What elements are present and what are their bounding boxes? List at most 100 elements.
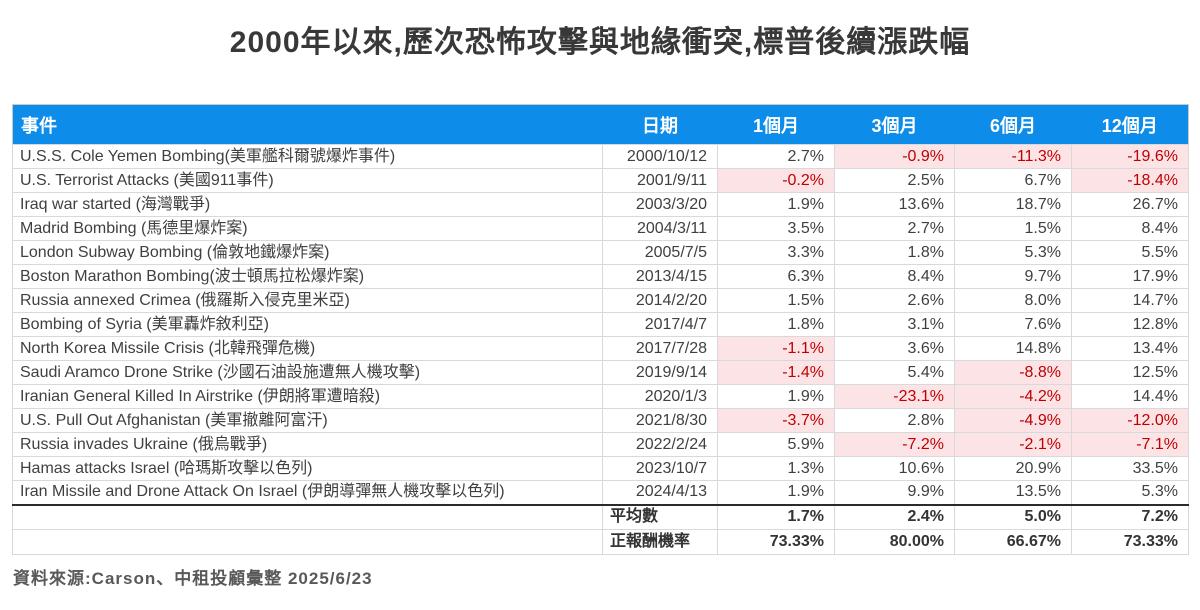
date-cell: 2020/1/3 (602, 384, 718, 409)
return-cell: 33.5% (1071, 456, 1189, 481)
event-cell: Iranian General Killed In Airstrike (伊朗將… (12, 384, 603, 409)
return-cell: 6.3% (717, 264, 835, 289)
return-cell: 5.3% (954, 240, 1072, 265)
column-header-1month: 1個月 (717, 104, 835, 145)
event-cell: U.S. Terrorist Attacks (美國911事件) (12, 168, 603, 193)
table-row: Boston Marathon Bombing(波士頓馬拉松爆炸案) 2013/4… (12, 264, 1189, 289)
event-cell: U.S. Pull Out Afghanistan (美軍撤離阿富汗) (12, 408, 603, 433)
event-cell: Iran Missile and Drone Attack On Israel … (12, 480, 603, 505)
return-cell: 6.7% (954, 168, 1072, 193)
summary-value-cell: 7.2% (1071, 503, 1189, 530)
table-row: Iranian General Killed In Airstrike (伊朗將… (12, 384, 1189, 409)
summary-value-cell: 1.7% (717, 503, 835, 530)
event-cell: Boston Marathon Bombing(波士頓馬拉松爆炸案) (12, 264, 603, 289)
table-row: U.S. Terrorist Attacks (美國911事件) 2001/9/1… (12, 168, 1189, 193)
return-cell: 3.3% (717, 240, 835, 265)
summary-empty-cell (12, 503, 603, 530)
event-cell: Russia invades Ukraine (俄烏戰爭) (12, 432, 603, 457)
date-cell: 2024/4/13 (602, 480, 718, 505)
return-cell: 2.6% (834, 288, 955, 313)
return-cell: 13.4% (1071, 336, 1189, 361)
return-cell: 9.7% (954, 264, 1072, 289)
return-cell: 5.5% (1071, 240, 1189, 265)
return-cell: 5.9% (717, 432, 835, 457)
summary-label-cell: 平均數 (602, 503, 718, 530)
return-cell: 10.6% (834, 456, 955, 481)
table-row: Iraq war started (海灣戰爭) 2003/3/20 1.9% 13.6… (12, 192, 1189, 217)
returns-table-container: 事件 日期 1個月 3個月 6個月 12個月 U.S.S. Cole Yemen… (12, 104, 1189, 555)
return-cell: -1.4% (717, 360, 835, 385)
table-row: Russia invades Ukraine (俄烏戰爭) 2022/2/24 5.… (12, 432, 1189, 457)
return-cell: -0.9% (834, 144, 955, 169)
return-cell: 2.5% (834, 168, 955, 193)
return-cell: -23.1% (834, 384, 955, 409)
date-cell: 2013/4/15 (602, 264, 718, 289)
summary-value-cell: 73.33% (717, 529, 835, 555)
return-cell: 8.0% (954, 288, 1072, 313)
return-cell: -7.2% (834, 432, 955, 457)
event-cell: Iraq war started (海灣戰爭) (12, 192, 603, 217)
return-cell: 1.5% (954, 216, 1072, 241)
event-cell: Madrid Bombing (馬德里爆炸案) (12, 216, 603, 241)
return-cell: 20.9% (954, 456, 1072, 481)
returns-table: 事件 日期 1個月 3個月 6個月 12個月 U.S.S. Cole Yemen… (12, 104, 1189, 555)
event-cell: U.S.S. Cole Yemen Bombing(美軍艦科爾號爆炸事件) (12, 144, 603, 169)
return-cell: -4.9% (954, 408, 1072, 433)
return-cell: 1.9% (717, 480, 835, 505)
date-cell: 2000/10/12 (602, 144, 718, 169)
page-title: 2000年以來,歷次恐怖攻擊與地緣衝突,標普後續漲跌幅 (229, 26, 971, 59)
column-header-12month: 12個月 (1071, 104, 1189, 145)
date-cell: 2017/4/7 (602, 312, 718, 337)
return-cell: -12.0% (1071, 408, 1189, 433)
return-cell: 5.3% (1071, 480, 1189, 505)
return-cell: 12.5% (1071, 360, 1189, 385)
date-cell: 2005/7/5 (602, 240, 718, 265)
return-cell: -1.1% (717, 336, 835, 361)
summary-empty-cell (12, 529, 603, 555)
return-cell: 7.6% (954, 312, 1072, 337)
return-cell: 12.8% (1071, 312, 1189, 337)
return-cell: 1.9% (717, 384, 835, 409)
date-cell: 2001/9/11 (602, 168, 718, 193)
return-cell: 1.3% (717, 456, 835, 481)
return-cell: 2.7% (834, 216, 955, 241)
return-cell: 14.4% (1071, 384, 1189, 409)
return-cell: 14.7% (1071, 288, 1189, 313)
return-cell: 1.8% (717, 312, 835, 337)
table-row: U.S.S. Cole Yemen Bombing(美軍艦科爾號爆炸事件) 200… (12, 144, 1189, 169)
return-cell: 3.6% (834, 336, 955, 361)
summary-value-cell: 80.00% (834, 529, 955, 555)
table-row: Russia annexed Crimea (俄羅斯入侵克里米亞) 2014/2/… (12, 288, 1189, 313)
date-cell: 2014/2/20 (602, 288, 718, 313)
table-row: Bombing of Syria (美軍轟炸敘利亞) 2017/4/7 1.8% 3.… (12, 312, 1189, 337)
event-cell: Bombing of Syria (美軍轟炸敘利亞) (12, 312, 603, 337)
return-cell: 2.7% (717, 144, 835, 169)
event-cell: North Korea Missile Crisis (北韓飛彈危機) (12, 336, 603, 361)
column-header-event: 事件 (12, 104, 603, 145)
return-cell: 3.5% (717, 216, 835, 241)
return-cell: -0.2% (717, 168, 835, 193)
date-cell: 2017/7/28 (602, 336, 718, 361)
summary-row-positive-rate: 正報酬機率 73.33% 80.00% 66.67% 73.33% (12, 529, 1189, 555)
header-row: 事件 日期 1個月 3個月 6個月 12個月 (12, 104, 1189, 145)
source-note: 資料來源:Carson、中租投顧彙整 2025/6/23 (13, 569, 373, 588)
summary-label-cell: 正報酬機率 (602, 529, 718, 555)
return-cell: -3.7% (717, 408, 835, 433)
table-row: Hamas attacks Israel (哈瑪斯攻擊以色列) 2023/10/7… (12, 456, 1189, 481)
return-cell: 18.7% (954, 192, 1072, 217)
return-cell: 9.9% (834, 480, 955, 505)
event-cell: Saudi Aramco Drone Strike (沙國石油設施遭無人機攻擊) (12, 360, 603, 385)
return-cell: -11.3% (954, 144, 1072, 169)
table-body: U.S.S. Cole Yemen Bombing(美軍艦科爾號爆炸事件) 200… (12, 144, 1189, 555)
event-cell: Hamas attacks Israel (哈瑪斯攻擊以色列) (12, 456, 603, 481)
summary-value-cell: 2.4% (834, 503, 955, 530)
return-cell: 13.6% (834, 192, 955, 217)
table-row: London Subway Bombing (倫敦地鐵爆炸案) 2005/7/5 3… (12, 240, 1189, 265)
date-cell: 2019/9/14 (602, 360, 718, 385)
return-cell: -19.6% (1071, 144, 1189, 169)
return-cell: -18.4% (1071, 168, 1189, 193)
return-cell: 2.8% (834, 408, 955, 433)
return-cell: 1.8% (834, 240, 955, 265)
return-cell: 8.4% (834, 264, 955, 289)
date-cell: 2004/3/11 (602, 216, 718, 241)
